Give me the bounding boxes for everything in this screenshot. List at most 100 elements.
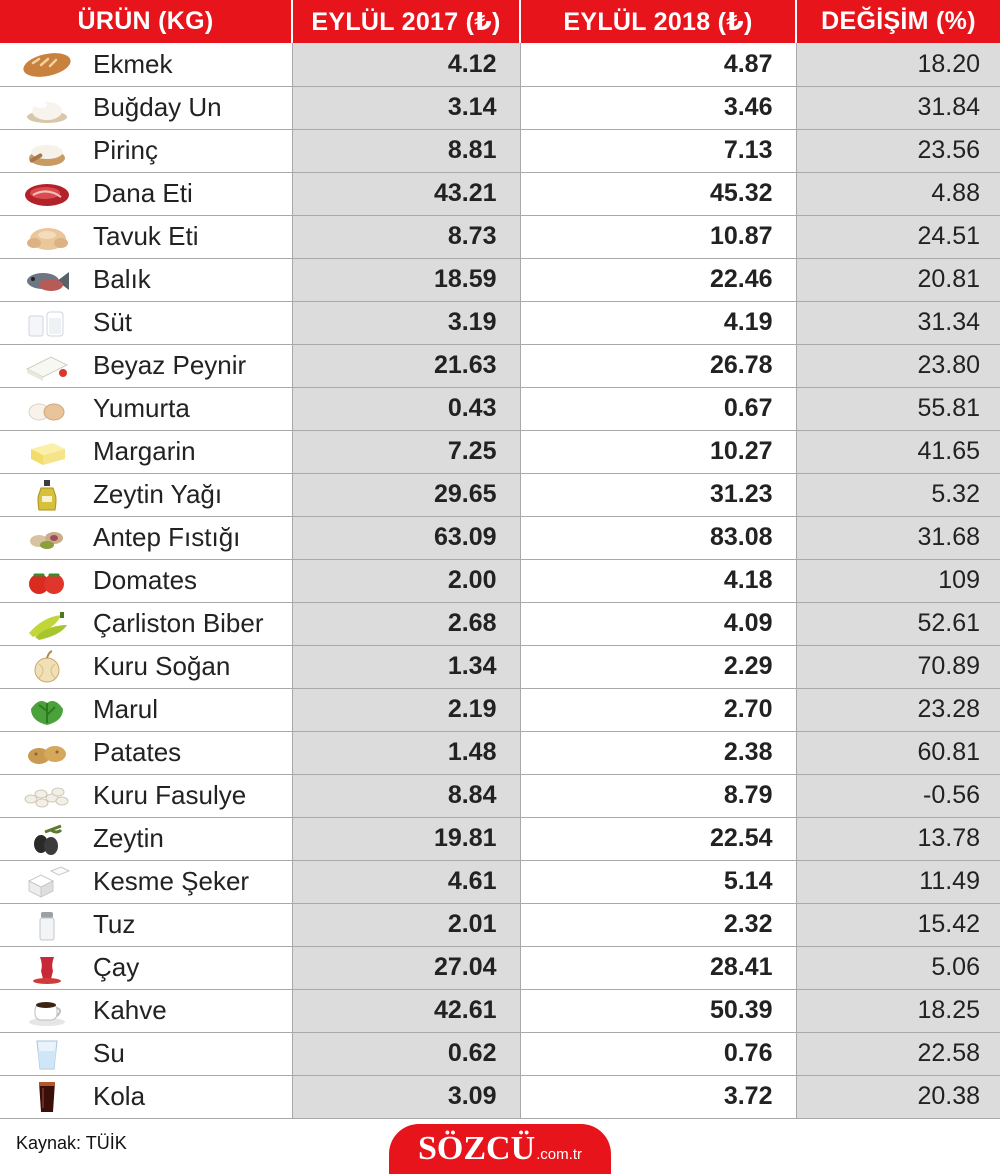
product-cell: Tuz — [0, 903, 293, 947]
table-header: ÜRÜN (KG) EYLÜL 2017 (₺) EYLÜL 2018 (₺) … — [0, 0, 1000, 43]
product-name: Balık — [93, 264, 151, 294]
price-2018-cell: 28.41 — [520, 946, 797, 990]
price-2018-cell: 26.78 — [520, 344, 797, 388]
price-2018-cell: 3.46 — [520, 86, 797, 130]
table-row: Balık 18.59 22.46 20.81 — [0, 258, 1000, 302]
change-cell: 11.49 — [796, 860, 1000, 904]
product-name: Zeytin Yağı — [93, 479, 223, 509]
table-row: Margarin 7.25 10.27 41.65 — [0, 430, 1000, 474]
change-cell: 20.81 — [796, 258, 1000, 302]
header-product: ÜRÜN (KG) — [0, 0, 293, 43]
product-name: Kola — [93, 1081, 146, 1111]
olive-icon — [19, 821, 75, 857]
price-2017-cell: 2.19 — [292, 688, 521, 732]
table-row: Ekmek 4.12 4.87 18.20 — [0, 43, 1000, 87]
table-row: Antep Fıstığı 63.09 83.08 31.68 — [0, 516, 1000, 560]
change-cell: 52.61 — [796, 602, 1000, 646]
product-cell: Dana Eti — [0, 172, 293, 216]
change-cell: 22.58 — [796, 1032, 1000, 1076]
product-name: Süt — [93, 307, 133, 337]
product-name: Tuz — [93, 909, 136, 939]
product-wrap: Kuru Fasulye — [0, 775, 292, 817]
source-note: Kaynak: TÜİK — [16, 1133, 127, 1153]
price-2017-cell: 1.34 — [292, 645, 521, 689]
table-row: Buğday Un 3.14 3.46 31.84 — [0, 86, 1000, 130]
table-row: Marul 2.19 2.70 23.28 — [0, 688, 1000, 732]
product-cell: Zeytin — [0, 817, 293, 861]
product-wrap: Margarin — [0, 431, 292, 473]
price-2018-cell: 4.09 — [520, 602, 797, 646]
milk-icon — [19, 305, 75, 341]
product-wrap: Patates — [0, 732, 292, 774]
price-2017-cell: 7.25 — [292, 430, 521, 474]
tomato-icon — [19, 563, 75, 599]
pepper-icon — [19, 606, 75, 642]
product-cell: Margarin — [0, 430, 293, 474]
change-cell: 60.81 — [796, 731, 1000, 775]
product-name: Domates — [93, 565, 198, 595]
table-body: Ekmek 4.12 4.87 18.20 Buğday Un 3.14 3.46 31.84… — [0, 43, 1000, 1119]
change-cell: 109 — [796, 559, 1000, 603]
product-cell: Patates — [0, 731, 293, 775]
onion-icon — [19, 649, 75, 685]
change-cell: 5.32 — [796, 473, 1000, 517]
change-cell: 23.80 — [796, 344, 1000, 388]
fish-icon — [19, 262, 75, 298]
price-2017-cell: 0.43 — [292, 387, 521, 431]
product-name: Kuru Fasulye — [93, 780, 247, 810]
product-wrap: Tavuk Eti — [0, 216, 292, 258]
product-cell: Beyaz Peynir — [0, 344, 293, 388]
price-2017-cell: 2.01 — [292, 903, 521, 947]
product-wrap: Pirinç — [0, 130, 292, 172]
logo-brand: SÖZCÜ — [418, 1130, 536, 1167]
change-cell: 13.78 — [796, 817, 1000, 861]
product-cell: Çay — [0, 946, 293, 990]
product-name: Kesme Şeker — [93, 866, 250, 896]
product-name: Patates — [93, 737, 182, 767]
product-cell: Tavuk Eti — [0, 215, 293, 259]
price-2017-cell: 19.81 — [292, 817, 521, 861]
price-2018-cell: 10.27 — [520, 430, 797, 474]
beans-icon — [19, 778, 75, 814]
product-wrap: Antep Fıstığı — [0, 517, 292, 559]
header-change: DEĞİŞİM (%) — [796, 0, 1000, 43]
product-wrap: Kahve — [0, 990, 292, 1032]
product-wrap: Marul — [0, 689, 292, 731]
product-cell: Balık — [0, 258, 293, 302]
margarine-icon — [19, 434, 75, 470]
table-row: Süt 3.19 4.19 31.34 — [0, 301, 1000, 345]
change-cell: 70.89 — [796, 645, 1000, 689]
product-cell: Süt — [0, 301, 293, 345]
change-cell: 24.51 — [796, 215, 1000, 259]
product-cell: Antep Fıstığı — [0, 516, 293, 560]
product-name: Margarin — [93, 436, 196, 466]
table-row: Kola 3.09 3.72 20.38 — [0, 1075, 1000, 1119]
product-cell: Buğday Un — [0, 86, 293, 130]
change-cell: 23.28 — [796, 688, 1000, 732]
table-row: Zeytin Yağı 29.65 31.23 5.32 — [0, 473, 1000, 517]
product-cell: Zeytin Yağı — [0, 473, 293, 517]
price-2017-cell: 43.21 — [292, 172, 521, 216]
product-wrap: Beyaz Peynir — [0, 345, 292, 387]
water-glass-icon — [19, 1036, 75, 1072]
product-cell: Kuru Fasulye — [0, 774, 293, 818]
price-2017-cell: 8.84 — [292, 774, 521, 818]
sugar-cube-icon — [19, 864, 75, 900]
price-2017-cell: 1.48 — [292, 731, 521, 775]
product-wrap: Çay — [0, 947, 292, 989]
beef-icon — [19, 176, 75, 212]
rice-icon — [19, 133, 75, 169]
price-2017-cell: 0.62 — [292, 1032, 521, 1076]
change-cell: 4.88 — [796, 172, 1000, 216]
price-2018-cell: 8.79 — [520, 774, 797, 818]
product-wrap: Ekmek — [0, 43, 292, 85]
olive-oil-icon — [19, 477, 75, 513]
price-2017-cell: 3.14 — [292, 86, 521, 130]
product-wrap: Balık — [0, 259, 292, 301]
price-2018-cell: 4.19 — [520, 301, 797, 345]
table-row: Zeytin 19.81 22.54 13.78 — [0, 817, 1000, 861]
price-2018-cell: 7.13 — [520, 129, 797, 173]
change-cell: 18.25 — [796, 989, 1000, 1033]
product-name: Marul — [93, 694, 159, 724]
change-cell: 55.81 — [796, 387, 1000, 431]
